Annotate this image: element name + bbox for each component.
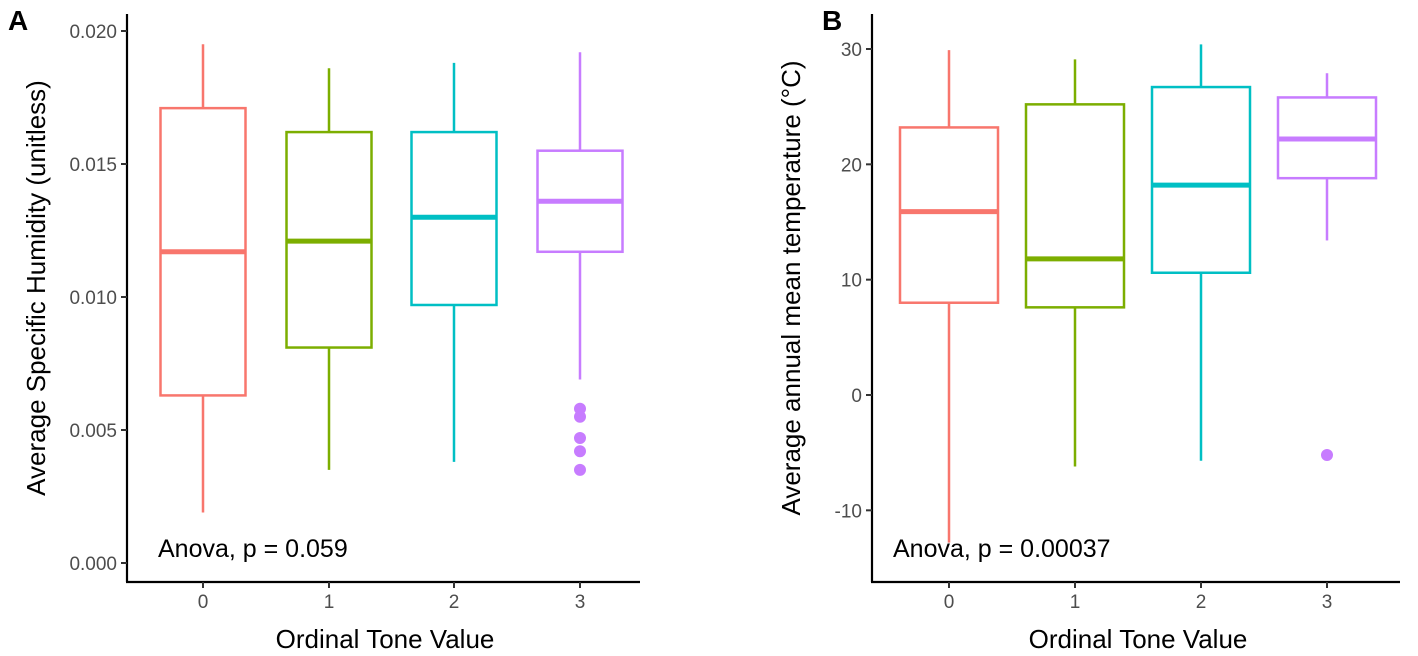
panel-label: A [8, 5, 28, 36]
y-tick-label: 0.005 [69, 421, 117, 442]
box-2 [410, 62, 498, 462]
x-axis-title: Ordinal Tone Value [1029, 624, 1248, 654]
outlier-point [574, 463, 586, 476]
x-tick-label: 2 [1196, 592, 1207, 613]
outlier-point [574, 410, 586, 423]
x-tick-label: 1 [1070, 592, 1081, 613]
y-axis-title: Average Specific Humidity (unitless) [21, 80, 51, 496]
outlier-point [574, 445, 586, 458]
y-tick-label: 10 [841, 271, 862, 292]
x-tick-label: 0 [944, 592, 955, 613]
anova-annotation: Anova, p = 0.00037 [893, 535, 1111, 563]
y-tick-label: 30 [841, 40, 862, 61]
y-tick-label: 20 [841, 155, 862, 176]
box-3 [536, 52, 624, 476]
y-tick-label: -10 [835, 501, 862, 522]
anova-annotation: Anova, p = 0.059 [158, 535, 348, 563]
box-2 [1150, 44, 1252, 461]
iqr-box [1024, 103, 1126, 309]
x-tick-label: 2 [449, 592, 460, 613]
y-tick-label: 0.020 [69, 22, 117, 43]
x-tick-label: 3 [1322, 592, 1333, 613]
box-0 [898, 50, 1000, 543]
y-tick-label: 0.000 [69, 554, 117, 575]
x-tick-label: 1 [324, 592, 335, 613]
iqr-box [1150, 85, 1252, 274]
panel-a: A 0.000 0.005 0.010 0.015 0.020 0 1 2 3 Anova, p =… [8, 5, 640, 654]
y-tick-label: 0 [851, 386, 862, 407]
iqr-box [898, 126, 1000, 304]
box-0 [159, 44, 247, 513]
box-3 [1276, 73, 1378, 461]
y-tick-label: 0.010 [69, 288, 117, 309]
x-tick-label: 0 [198, 592, 209, 613]
y-tick-label: 0.015 [69, 155, 117, 176]
box-1 [285, 68, 373, 470]
outlier-point [1321, 448, 1333, 461]
outlier-point [574, 431, 586, 444]
panel-label: B [822, 5, 842, 36]
x-axis-title: Ordinal Tone Value [276, 624, 495, 654]
box-1 [1024, 59, 1126, 467]
y-axis-title: Average annual mean temperature (°C) [776, 60, 806, 515]
x-tick-label: 3 [575, 592, 586, 613]
panel-b: B -10 0 10 20 30 0 1 2 3 Anova, p = 0.00037 Ordinal… [776, 5, 1400, 654]
